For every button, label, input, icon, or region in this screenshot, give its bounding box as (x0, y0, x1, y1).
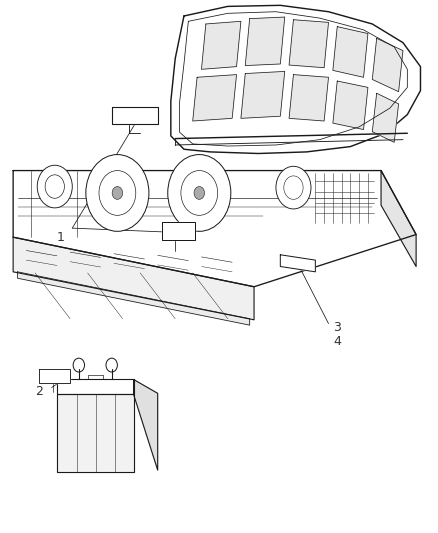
Polygon shape (381, 171, 416, 266)
Text: 2: 2 (35, 385, 43, 398)
Circle shape (168, 155, 231, 231)
Polygon shape (162, 222, 195, 240)
Polygon shape (241, 71, 285, 118)
Polygon shape (289, 20, 328, 68)
Polygon shape (57, 394, 134, 472)
Polygon shape (280, 255, 315, 272)
Polygon shape (13, 171, 416, 287)
Text: 1: 1 (57, 231, 65, 244)
Circle shape (112, 187, 123, 199)
Circle shape (194, 187, 205, 199)
Polygon shape (245, 17, 285, 66)
Text: 4: 4 (333, 335, 341, 348)
Polygon shape (333, 27, 368, 77)
Text: 3: 3 (333, 321, 341, 334)
Polygon shape (193, 75, 237, 121)
Polygon shape (39, 369, 70, 383)
Polygon shape (201, 21, 241, 69)
Polygon shape (333, 81, 368, 130)
Polygon shape (289, 75, 328, 121)
Polygon shape (372, 38, 403, 92)
Polygon shape (134, 379, 158, 470)
Polygon shape (18, 272, 250, 325)
Circle shape (276, 166, 311, 209)
Polygon shape (13, 237, 254, 320)
Circle shape (37, 165, 72, 208)
Circle shape (86, 155, 149, 231)
Polygon shape (57, 379, 134, 394)
Polygon shape (112, 107, 158, 124)
Polygon shape (372, 93, 399, 142)
Polygon shape (171, 5, 420, 154)
